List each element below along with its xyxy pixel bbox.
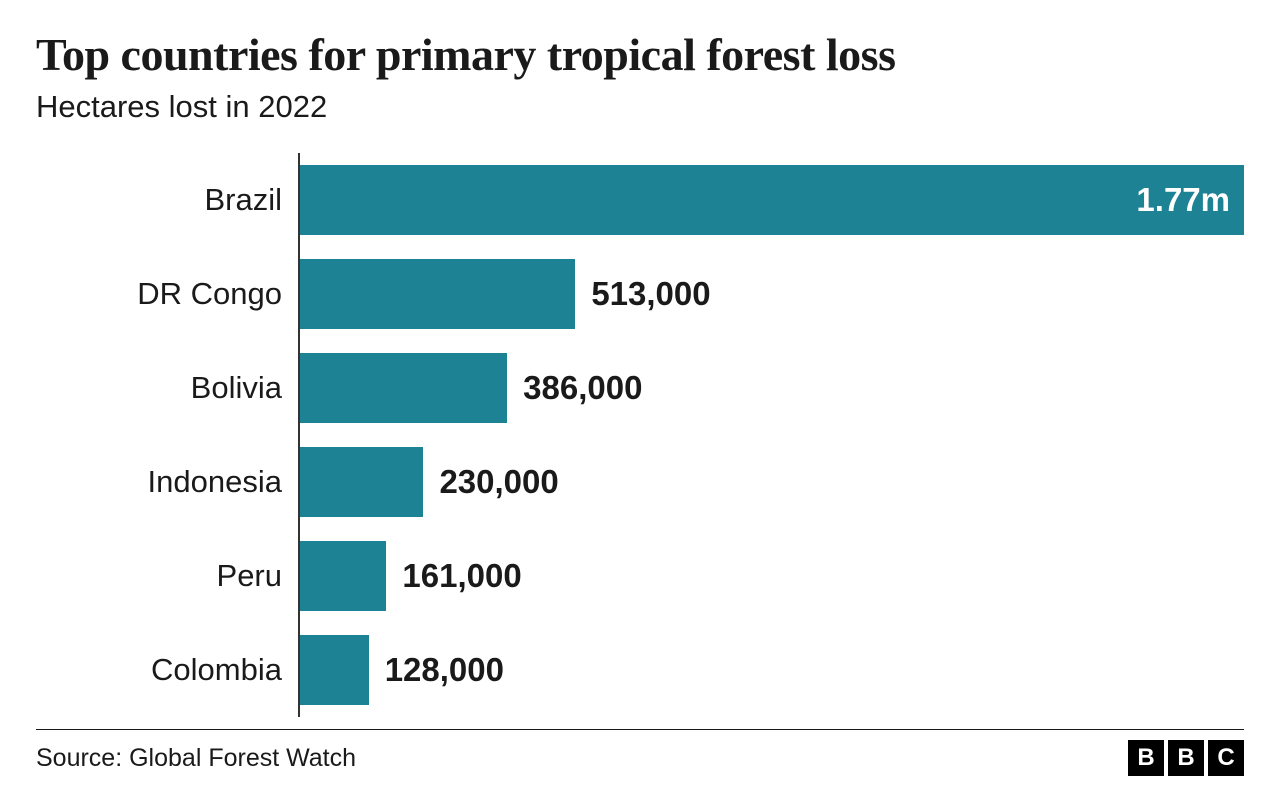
bar-value: 386,000 (523, 369, 642, 407)
bar (300, 541, 386, 611)
logo-letter: B (1128, 740, 1164, 776)
bar-value: 128,000 (385, 651, 504, 689)
bbc-logo: B B C (1128, 740, 1244, 776)
bar-value: 513,000 (591, 275, 710, 313)
bar (300, 635, 369, 705)
bar-row: Colombia128,000 (300, 623, 1244, 717)
bar-label: Bolivia (42, 370, 282, 406)
bar (300, 353, 507, 423)
chart-subtitle: Hectares lost in 2022 (36, 89, 1244, 125)
bar-label: Peru (42, 558, 282, 594)
bar-label: Indonesia (42, 464, 282, 500)
chart-plot-area: Brazil1.77mDR Congo513,000Bolivia386,000… (298, 153, 1244, 717)
bar (300, 447, 423, 517)
source-text: Source: Global Forest Watch (36, 744, 356, 773)
chart-footer: Source: Global Forest Watch B B C (36, 729, 1244, 776)
logo-letter: C (1208, 740, 1244, 776)
bar-value: 1.77m (1136, 181, 1230, 219)
chart-title: Top countries for primary tropical fores… (36, 28, 1244, 81)
bar-row: Indonesia230,000 (300, 435, 1244, 529)
bar-row: DR Congo513,000 (300, 247, 1244, 341)
bar-value: 230,000 (439, 463, 558, 501)
bar (300, 259, 575, 329)
bar-row: Bolivia386,000 (300, 341, 1244, 435)
bar: 1.77m (300, 165, 1244, 235)
bar-value: 161,000 (402, 557, 521, 595)
bar-row: Brazil1.77m (300, 153, 1244, 247)
bar-chart: Brazil1.77mDR Congo513,000Bolivia386,000… (36, 153, 1244, 717)
bar-label: Brazil (42, 182, 282, 218)
bar-row: Peru161,000 (300, 529, 1244, 623)
bar-label: Colombia (42, 652, 282, 688)
bar-label: DR Congo (42, 276, 282, 312)
logo-letter: B (1168, 740, 1204, 776)
